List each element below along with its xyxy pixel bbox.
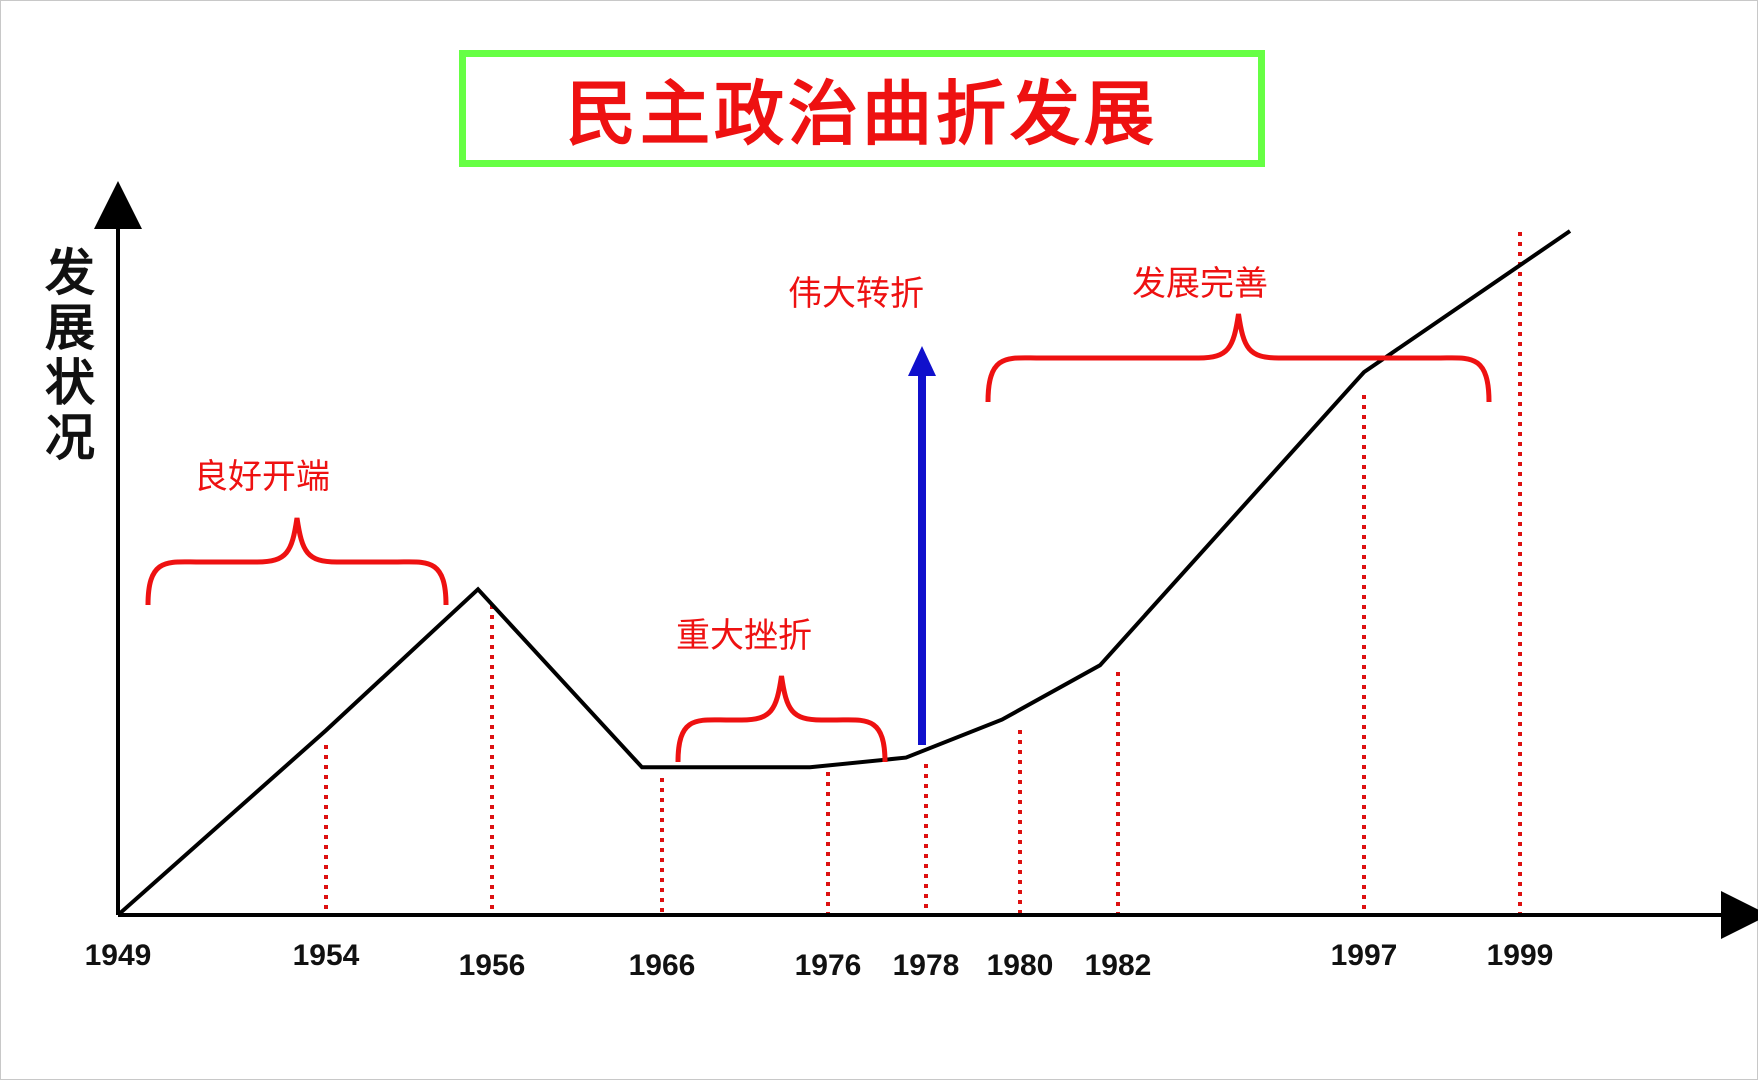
brace-1966-1976 <box>675 675 888 763</box>
chart-title: 民主政治曲折发展 <box>566 73 1158 155</box>
annotation-great-turn: 伟大转折 <box>788 274 924 314</box>
y-axis-label-char: 况 <box>45 409 95 467</box>
x-tick-label-1980: 1980 <box>987 949 1054 982</box>
annotation-development: 发展完善 <box>1132 264 1268 304</box>
brace-1949-1956 <box>145 517 449 606</box>
x-tick-label-1949: 1949 <box>85 939 152 972</box>
y-axis-label-char: 状 <box>45 354 96 412</box>
x-tick-label-1966: 1966 <box>629 949 696 982</box>
x-tick-label-1999: 1999 <box>1487 939 1554 972</box>
chart-title-box: 民主政治曲折发展 <box>459 50 1265 167</box>
annotation-good-start: 良好开端 <box>194 457 330 497</box>
series-line <box>116 229 1572 917</box>
y-axis-label-char: 发 <box>45 244 95 302</box>
x-tick-label-1956: 1956 <box>459 949 526 982</box>
x-tick-label-1976: 1976 <box>795 949 862 982</box>
brace-1978-1999 <box>985 313 1492 403</box>
x-tick-label-1982: 1982 <box>1085 949 1152 982</box>
turning-point-arrow-head <box>908 346 936 376</box>
y-axis-label-char: 展 <box>45 299 95 357</box>
guide-lines <box>324 232 1522 915</box>
x-tick-label-1954: 1954 <box>293 939 360 972</box>
x-tick-label-1978: 1978 <box>893 949 960 982</box>
x-tick-labels: 1949 1954 1956 1966 1976 1978 1980 1982 1997 1999 <box>85 939 1554 982</box>
annotation-major-setback: 重大挫折 <box>676 616 812 656</box>
x-tick-label-1997: 1997 <box>1331 939 1398 972</box>
